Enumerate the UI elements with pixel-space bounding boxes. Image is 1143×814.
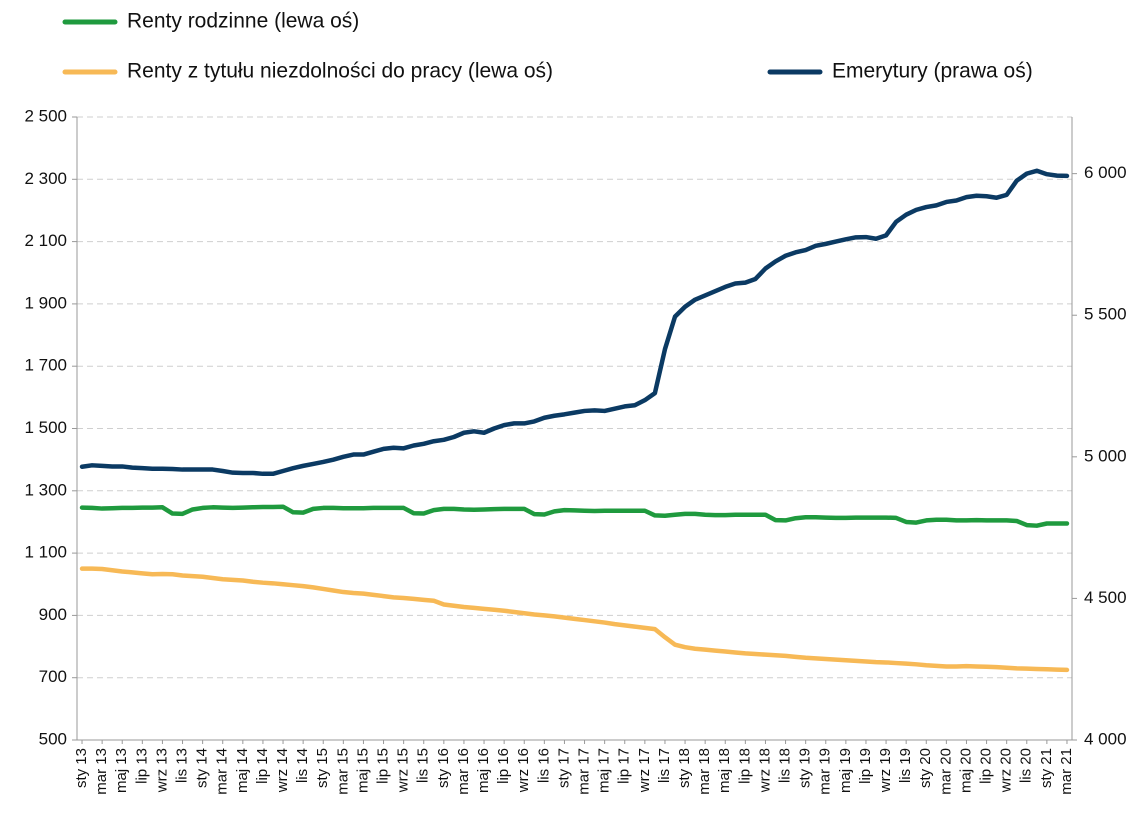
- x-tick-label: lis 14: [294, 748, 311, 783]
- legend-label: Renty z tytułu niezdolności do pracy (le…: [127, 60, 553, 83]
- x-tick-label: mar 13: [93, 748, 110, 795]
- y-tick-label: 2 300: [24, 169, 67, 188]
- x-tick-label: sty 13: [73, 748, 90, 788]
- x-tick-label: maj 14: [234, 748, 251, 793]
- x-tick-label: lis 15: [415, 748, 432, 783]
- x-tick-label: wrz 18: [756, 748, 773, 793]
- x-tick-label: sty 17: [555, 748, 572, 788]
- x-tick-label: lip 16: [495, 748, 512, 784]
- x-tick-label: mar 15: [334, 748, 351, 795]
- x-tick-label: mar 20: [937, 748, 954, 795]
- x-tick-label: lis 13: [173, 748, 190, 783]
- x-tick-label: sty 18: [676, 748, 693, 788]
- x-tick-label: lis 20: [1018, 748, 1035, 783]
- x-tick-label: wrz 19: [877, 748, 894, 793]
- x-tick-label: mar 21: [1058, 748, 1075, 795]
- y2-tick-label: 6 000: [1084, 163, 1127, 182]
- x-tick-label: sty 15: [314, 748, 331, 788]
- legend-label: Renty rodzinne (lewa oś): [127, 10, 359, 33]
- x-tick-label: sty 14: [194, 748, 211, 788]
- x-tick-label: wrz 17: [636, 748, 653, 793]
- x-tick-label: lip 20: [978, 748, 995, 784]
- x-tick-label: maj 20: [957, 748, 974, 793]
- y-tick-label: 1 300: [24, 480, 67, 499]
- x-tick-label: lis 16: [535, 748, 552, 783]
- legend-label: Emerytury (prawa oś): [832, 60, 1033, 83]
- y-tick-label: 1 900: [24, 293, 67, 312]
- x-tick-label: lip 14: [254, 748, 271, 784]
- y-tick-label: 1 700: [24, 356, 67, 375]
- x-tick-label: lip 15: [375, 748, 392, 784]
- y-tick-label: 500: [39, 729, 67, 748]
- series-line: [79, 504, 1070, 528]
- y2-tick-label: 4 000: [1084, 729, 1127, 748]
- x-tick-label: wrz 13: [153, 748, 170, 793]
- x-tick-label: mar 14: [214, 748, 231, 795]
- y2-tick-label: 5 500: [1084, 305, 1127, 324]
- x-tick-label: mar 17: [576, 748, 593, 795]
- x-tick-label: lip 13: [133, 748, 150, 784]
- x-tick-label: maj 19: [837, 748, 854, 793]
- x-tick-label: wrz 15: [395, 748, 412, 793]
- x-tick-label: lis 17: [656, 748, 673, 783]
- x-tick-label: mar 19: [817, 748, 834, 795]
- x-tick-label: sty 20: [917, 748, 934, 788]
- x-tick-label: maj 17: [596, 748, 613, 793]
- x-tick-label: maj 16: [475, 748, 492, 793]
- series-line: [79, 566, 1070, 673]
- x-tick-label: sty 19: [797, 748, 814, 788]
- x-tick-label: mar 18: [696, 748, 713, 795]
- y2-tick-label: 5 000: [1084, 446, 1127, 465]
- x-tick-label: maj 18: [716, 748, 733, 793]
- x-tick-label: maj 15: [354, 748, 371, 793]
- x-tick-label: lip 18: [736, 748, 753, 784]
- y-tick-label: 900: [39, 605, 67, 624]
- x-tick-label: lis 19: [897, 748, 914, 783]
- x-tick-label: wrz 14: [274, 748, 291, 793]
- x-tick-label: lip 19: [857, 748, 874, 784]
- y2-tick-label: 4 500: [1084, 588, 1127, 607]
- x-tick-label: wrz 16: [515, 748, 532, 793]
- y-tick-label: 1 100: [24, 543, 67, 562]
- y-tick-label: 1 500: [24, 418, 67, 437]
- y-tick-label: 2 500: [24, 106, 67, 125]
- x-tick-label: lip 17: [616, 748, 633, 784]
- x-tick-label: maj 13: [113, 748, 130, 793]
- x-tick-label: wrz 20: [998, 748, 1015, 793]
- series-line: [79, 168, 1070, 477]
- x-tick-label: sty 16: [435, 748, 452, 788]
- x-tick-label: lis 18: [777, 748, 794, 783]
- y-tick-label: 700: [39, 667, 67, 686]
- x-tick-label: mar 16: [455, 748, 472, 795]
- y-tick-label: 2 100: [24, 231, 67, 250]
- x-tick-label: sty 21: [1038, 748, 1055, 788]
